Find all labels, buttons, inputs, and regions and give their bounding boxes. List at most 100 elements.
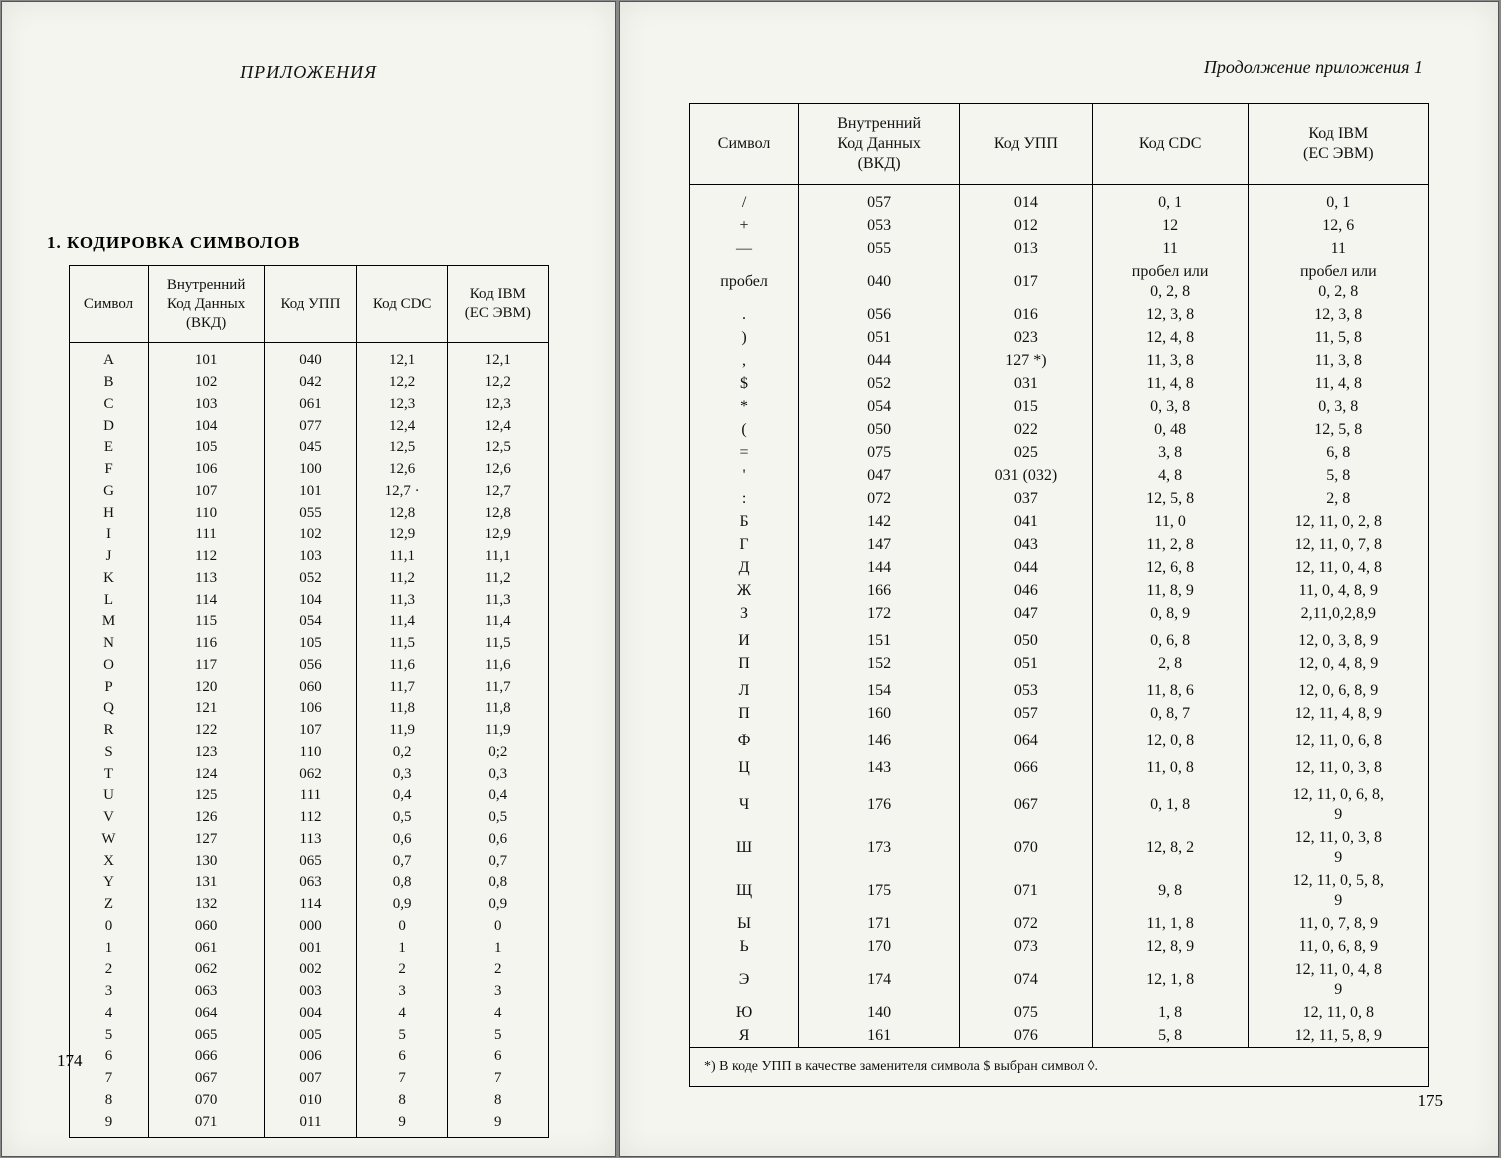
table-cell: 106 xyxy=(148,458,264,480)
table-cell: 6, 8 xyxy=(1248,441,1428,464)
table-cell: = xyxy=(690,441,799,464)
table-cell: 0, 1 xyxy=(1248,185,1428,215)
table-cell: E xyxy=(69,436,148,458)
right-page: Продолжение приложения 1 СимволВнутренни… xyxy=(619,1,1499,1157)
table-cell: 12, 11, 0, 2, 8 xyxy=(1248,510,1428,533)
table-cell: 113 xyxy=(264,828,357,850)
table-cell: 071 xyxy=(960,869,1093,912)
column-header: ВнутреннийКод Данных(ВКД) xyxy=(148,266,264,343)
table-cell: , xyxy=(690,349,799,372)
table-cell: 12,9 xyxy=(448,523,548,545)
table-cell: 5, 8 xyxy=(1248,464,1428,487)
table-cell: 143 xyxy=(799,756,960,779)
table-cell: F xyxy=(69,458,148,480)
table-row: .05601612, 3, 812, 3, 8 xyxy=(690,303,1429,326)
table-cell: 170 xyxy=(799,935,960,958)
table-cell: 065 xyxy=(264,850,357,872)
table-cell: 076 xyxy=(960,1024,1093,1048)
table-cell: 12,3 xyxy=(448,393,548,415)
table-cell: 124 xyxy=(148,763,264,785)
table-cell: 114 xyxy=(148,589,264,611)
left-header: ПРИЛОЖЕНИЯ xyxy=(47,62,570,83)
right-code-table: СимволВнутреннийКод Данных(ВКД)Код УППКо… xyxy=(689,103,1429,1087)
table-cell: 0;2 xyxy=(448,741,548,763)
table-cell: 1, 8 xyxy=(1092,1001,1248,1024)
table-row: )05102312, 4, 811, 5, 8 xyxy=(690,326,1429,349)
table-row: P12006011,711,7 xyxy=(69,676,548,698)
table-cell: 125 xyxy=(148,784,264,806)
table-cell: 057 xyxy=(799,185,960,215)
table-row: S1231100,20;2 xyxy=(69,741,548,763)
table-row: Ю1400751, 812, 11, 0, 8 xyxy=(690,1001,1429,1024)
table-cell: 175 xyxy=(799,869,960,912)
table-cell: Z xyxy=(69,893,148,915)
table-cell: 045 xyxy=(264,436,357,458)
column-header: Символ xyxy=(690,104,799,185)
table-cell: 11,9 xyxy=(448,719,548,741)
table-cell: 1 xyxy=(69,937,148,959)
table-header-row: СимволВнутреннийКод Данных(ВКД)Код УППКо… xyxy=(69,266,548,343)
table-cell: 061 xyxy=(148,937,264,959)
table-row: пробел040017пробел или0, 2, 8пробел или0… xyxy=(690,260,1429,303)
table-cell: 0,6 xyxy=(357,828,448,850)
table-cell: M xyxy=(69,610,148,632)
table-cell: K xyxy=(69,567,148,589)
table-cell: 8 xyxy=(448,1089,548,1111)
table-cell: 12, 6 xyxy=(1248,214,1428,237)
table-cell: 171 xyxy=(799,912,960,935)
table-cell: — xyxy=(690,237,799,260)
table-row: 106100111 xyxy=(69,937,548,959)
column-header: Код УПП xyxy=(264,266,357,343)
table-row: 306300333 xyxy=(69,980,548,1002)
table-cell: 3 xyxy=(448,980,548,1002)
table-cell: 154 xyxy=(799,679,960,702)
table-cell: 11,8 xyxy=(448,697,548,719)
table-cell: 12,5 xyxy=(448,436,548,458)
table-cell: 015 xyxy=(960,395,1093,418)
table-cell: 12,9 xyxy=(357,523,448,545)
table-cell: 102 xyxy=(264,523,357,545)
table-row: Ы17107211, 1, 811, 0, 7, 8, 9 xyxy=(690,912,1429,935)
table-cell: 0,7 xyxy=(357,850,448,872)
table-cell: 12, 5, 8 xyxy=(1248,418,1428,441)
column-header: Символ xyxy=(69,266,148,343)
table-cell: 052 xyxy=(799,372,960,395)
table-cell: P xyxy=(69,676,148,698)
table-cell: 117 xyxy=(148,654,264,676)
table-row: (0500220, 4812, 5, 8 xyxy=(690,418,1429,441)
table-cell: 146 xyxy=(799,729,960,752)
table-cell: 112 xyxy=(148,545,264,567)
table-cell: S xyxy=(69,741,148,763)
table-cell: 052 xyxy=(264,567,357,589)
left-page: ПРИЛОЖЕНИЯ 1. КОДИРОВКА СИМВОЛОВ СимволВ… xyxy=(1,1,616,1157)
table-cell: 2, 8 xyxy=(1092,652,1248,675)
table-cell: 3 xyxy=(357,980,448,1002)
table-cell: 100 xyxy=(264,458,357,480)
table-header-row: СимволВнутреннийКод Данных(ВКД)Код УППКо… xyxy=(690,104,1429,185)
table-cell: 031 (032) xyxy=(960,464,1093,487)
table-cell: ' xyxy=(690,464,799,487)
table-cell: U xyxy=(69,784,148,806)
table-row: И1510500, 6, 812, 0, 3, 8, 9 xyxy=(690,629,1429,652)
table-cell: 7 xyxy=(448,1067,548,1089)
table-cell: П xyxy=(690,652,799,675)
table-cell: 11, 3, 8 xyxy=(1248,349,1428,372)
table-cell: 062 xyxy=(264,763,357,785)
table-cell: 2,11,0,2,8,9 xyxy=(1248,602,1428,625)
table-row: Ш17307012, 8, 212, 11, 0, 3, 89 xyxy=(690,826,1429,869)
table-cell: 013 xyxy=(960,237,1093,260)
table-cell: 101 xyxy=(264,480,357,502)
table-cell: 11,5 xyxy=(357,632,448,654)
table-cell: 9 xyxy=(357,1111,448,1138)
table-cell: 12, 8, 2 xyxy=(1092,826,1248,869)
page-number-right: 175 xyxy=(1418,1091,1444,1111)
table-row: H11005512,812,8 xyxy=(69,502,548,524)
table-cell: 042 xyxy=(264,371,357,393)
table-cell: ) xyxy=(690,326,799,349)
table-cell: 0,8 xyxy=(357,871,448,893)
page-spread: ПРИЛОЖЕНИЯ 1. КОДИРОВКА СИМВОЛОВ СимволВ… xyxy=(0,0,1501,1158)
table-cell: пробел или0, 2, 8 xyxy=(1092,260,1248,303)
table-cell: 053 xyxy=(960,679,1093,702)
table-cell: 105 xyxy=(148,436,264,458)
table-row: Ф14606412, 0, 812, 11, 0, 6, 8 xyxy=(690,729,1429,752)
